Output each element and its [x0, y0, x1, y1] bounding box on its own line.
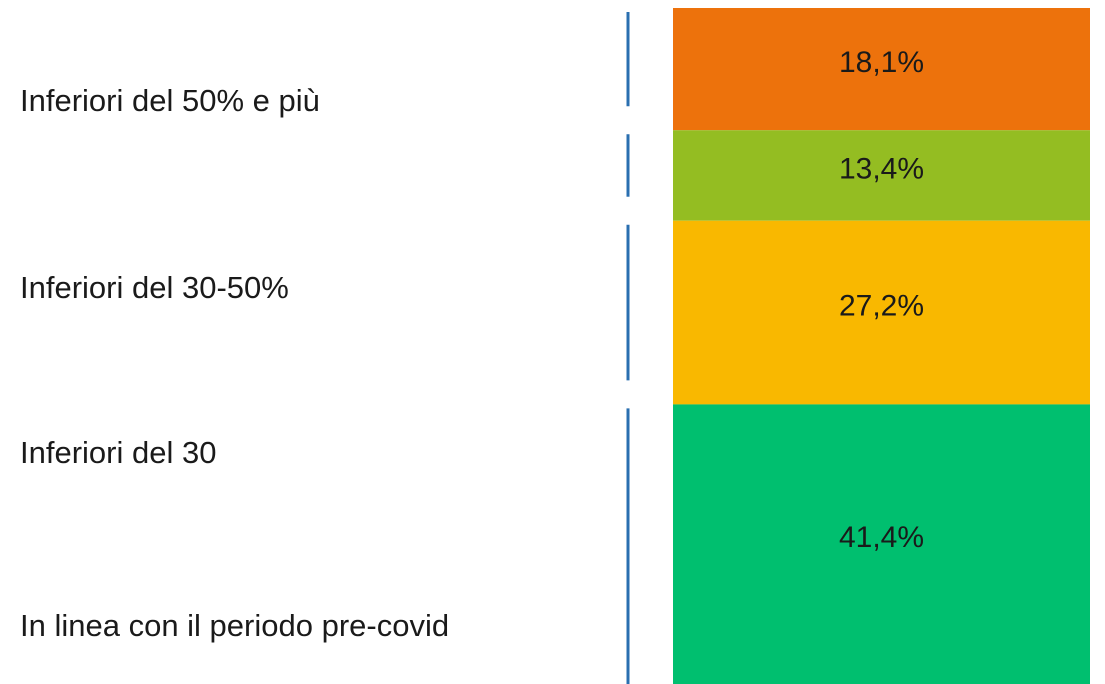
- category-label: Inferiori del 30: [20, 435, 216, 470]
- value-label: 41,4%: [839, 521, 924, 554]
- category-label: Inferiori del 30-50%: [20, 270, 289, 305]
- value-label: 27,2%: [839, 289, 924, 322]
- category-label: Inferiori del 50% e più: [20, 83, 320, 118]
- category-label: In linea con il periodo pre-covid: [20, 608, 449, 643]
- value-label: 13,4%: [839, 152, 924, 185]
- bar-segment: [673, 220, 1090, 405]
- bar-segment: [673, 404, 1090, 684]
- bar-segment: [673, 8, 1090, 131]
- value-label: 18,1%: [839, 46, 924, 79]
- bar-segment: [673, 130, 1090, 221]
